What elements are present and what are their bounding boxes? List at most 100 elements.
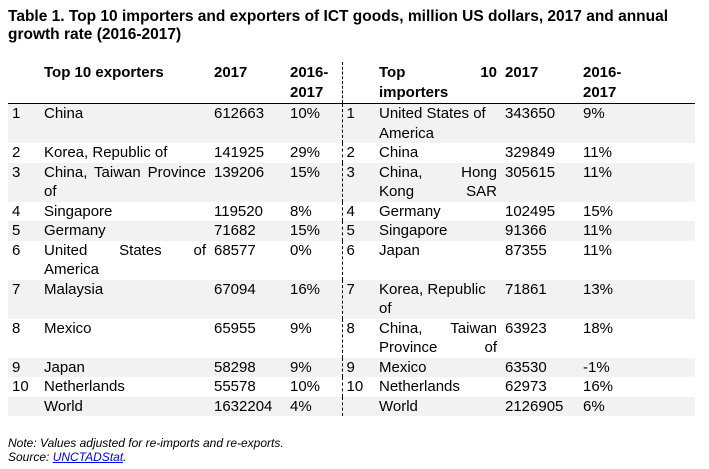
exporter-name: Singapore [44, 202, 113, 220]
importer-rank: 2 [341, 143, 375, 163]
exporter-value: 65955 [214, 319, 256, 337]
exporter-name: World [40, 396, 210, 416]
importer-value: 305615 [501, 162, 579, 202]
importer-name: Netherlands [379, 378, 460, 395]
exporter-value: 58298 [210, 357, 286, 377]
importer-rank: 1 [341, 103, 375, 143]
exporter-name: Netherlands [44, 378, 125, 395]
importer-name: World [375, 396, 501, 416]
ict-trade-table: Top 10 exporters 2017 2016- 2017 Top 10 … [8, 62, 695, 416]
exporter-rank: 7 [8, 279, 40, 319]
header-importers-year: 2017 [505, 64, 539, 81]
source-link[interactable]: UNCTADStat [52, 450, 124, 464]
exporter-name: Malaysia [40, 279, 210, 319]
header-exporters: Top 10 exporters [44, 64, 164, 81]
table-row: 2 Korea, Republic of 141925 29% 2 China … [8, 143, 695, 163]
importer-rank: 6 [341, 240, 375, 280]
exporter-value: 119520 [214, 202, 263, 220]
importer-growth: -1% [579, 357, 695, 377]
exporter-name: Japan [40, 357, 210, 377]
exporter-rank: 6 [12, 241, 21, 259]
importer-name: China, Taiwan Province of [379, 319, 497, 357]
importer-rank: 4 [341, 201, 375, 221]
exporter-value: 141925 [214, 144, 265, 161]
table-row-world: World 1632204 4% World 2126905 6% [8, 396, 695, 416]
importer-growth: 9% [579, 103, 695, 143]
importer-growth: 16% [583, 378, 614, 395]
importer-rank: 8 [341, 318, 375, 358]
importer-rank: 7 [341, 279, 375, 319]
importer-growth: 6% [579, 396, 695, 416]
exporter-rank: 2 [12, 144, 21, 161]
importer-name: Germany [379, 202, 441, 220]
exporter-rank: 4 [12, 202, 21, 220]
exporter-name: China [40, 103, 210, 143]
importer-growth: 15% [583, 202, 614, 220]
importer-value: 2126905 [501, 396, 579, 416]
exporter-growth: 10% [286, 103, 342, 143]
exporter-name: United States of America [44, 241, 206, 279]
exporter-growth: 0% [290, 241, 312, 259]
table-row: 10 Netherlands 55578 10% 10 Netherlands … [8, 377, 695, 397]
exporter-growth: 10% [290, 378, 321, 395]
exporter-rank: 3 [8, 162, 40, 202]
exporter-rank: 10 [12, 378, 29, 395]
exporter-rank: 9 [8, 357, 40, 377]
exporter-name: Mexico [44, 319, 92, 337]
importer-rank: 9 [341, 357, 375, 377]
importer-rank [341, 396, 375, 416]
exporter-value: 612663 [210, 103, 286, 143]
importer-rank: 3 [341, 162, 375, 202]
table-row: 7 Malaysia 67094 16% 7 Korea, Republic o… [8, 279, 695, 319]
importer-value: 329849 [505, 144, 556, 161]
table-row: 4 Singapore 119520 8% 4 Germany 102495 1… [8, 201, 695, 221]
source-line: Source: UNCTADStat. [8, 450, 284, 464]
header-exporters-year: 2017 [214, 64, 248, 81]
exporter-rank: 1 [8, 103, 40, 143]
importer-name: Mexico [375, 357, 501, 377]
importer-name: Korea, Republic of [375, 279, 501, 319]
importer-name: China [379, 144, 419, 161]
importer-value: 63923 [505, 319, 547, 337]
exporter-growth: 9% [286, 357, 342, 377]
exporter-value: 68577 [214, 241, 256, 259]
header-exporters-growth: 2016- 2017 [290, 64, 329, 101]
table-row: 5 Germany 71682 15% 5 Singapore 91366 11… [8, 221, 695, 241]
exporter-value: 67094 [210, 279, 286, 319]
table-row: 3 China, Taiwan Province of 139206 15% 3… [8, 162, 695, 202]
importer-value: 63530 [501, 357, 579, 377]
importer-name: Singapore [375, 221, 501, 241]
exporter-growth: 9% [290, 319, 312, 337]
table-row: 1 China 612663 10% 1 United States of Am… [8, 103, 695, 143]
table-header-row: Top 10 exporters 2017 2016- 2017 Top 10 … [8, 62, 695, 104]
source-end: . [123, 450, 127, 464]
exporter-growth: 15% [286, 162, 342, 202]
exporter-growth: 8% [290, 202, 312, 220]
note-line: Note: Values adjusted for re-imports and… [8, 436, 284, 450]
exporter-growth: 16% [286, 279, 342, 319]
exporter-value: 1632204 [210, 396, 286, 416]
exporter-name: Germany [40, 221, 210, 241]
exporter-rank: 8 [12, 319, 21, 337]
exporter-name: China, Taiwan Province of [40, 162, 210, 202]
table-row: 8 Mexico 65955 9% 8 China, Taiwan Provin… [8, 318, 695, 358]
source-label: Source: [8, 450, 53, 464]
exporter-growth: 29% [290, 144, 321, 161]
exporter-growth: 15% [286, 221, 342, 241]
table-notes: Note: Values adjusted for re-imports and… [8, 436, 284, 464]
importer-value: 102495 [505, 202, 556, 220]
importer-name: United States of America [375, 103, 501, 143]
table-row: 6 United States of America 68577 0% 6 Ja… [8, 240, 695, 280]
importer-value: 62973 [505, 378, 547, 395]
importer-rank: 10 [341, 377, 375, 397]
importer-value: 343650 [501, 103, 579, 143]
header-importers: Top 10 importers [379, 64, 497, 101]
importer-value: 91366 [501, 221, 579, 241]
importer-name: China, Hong Kong SAR [375, 162, 501, 202]
importer-growth: 13% [579, 279, 695, 319]
importer-growth: 11% [579, 162, 695, 202]
exporter-rank [8, 396, 40, 416]
exporter-name: Korea, Republic of [44, 144, 168, 161]
importer-value: 71861 [501, 279, 579, 319]
exporter-rank: 5 [8, 221, 40, 241]
